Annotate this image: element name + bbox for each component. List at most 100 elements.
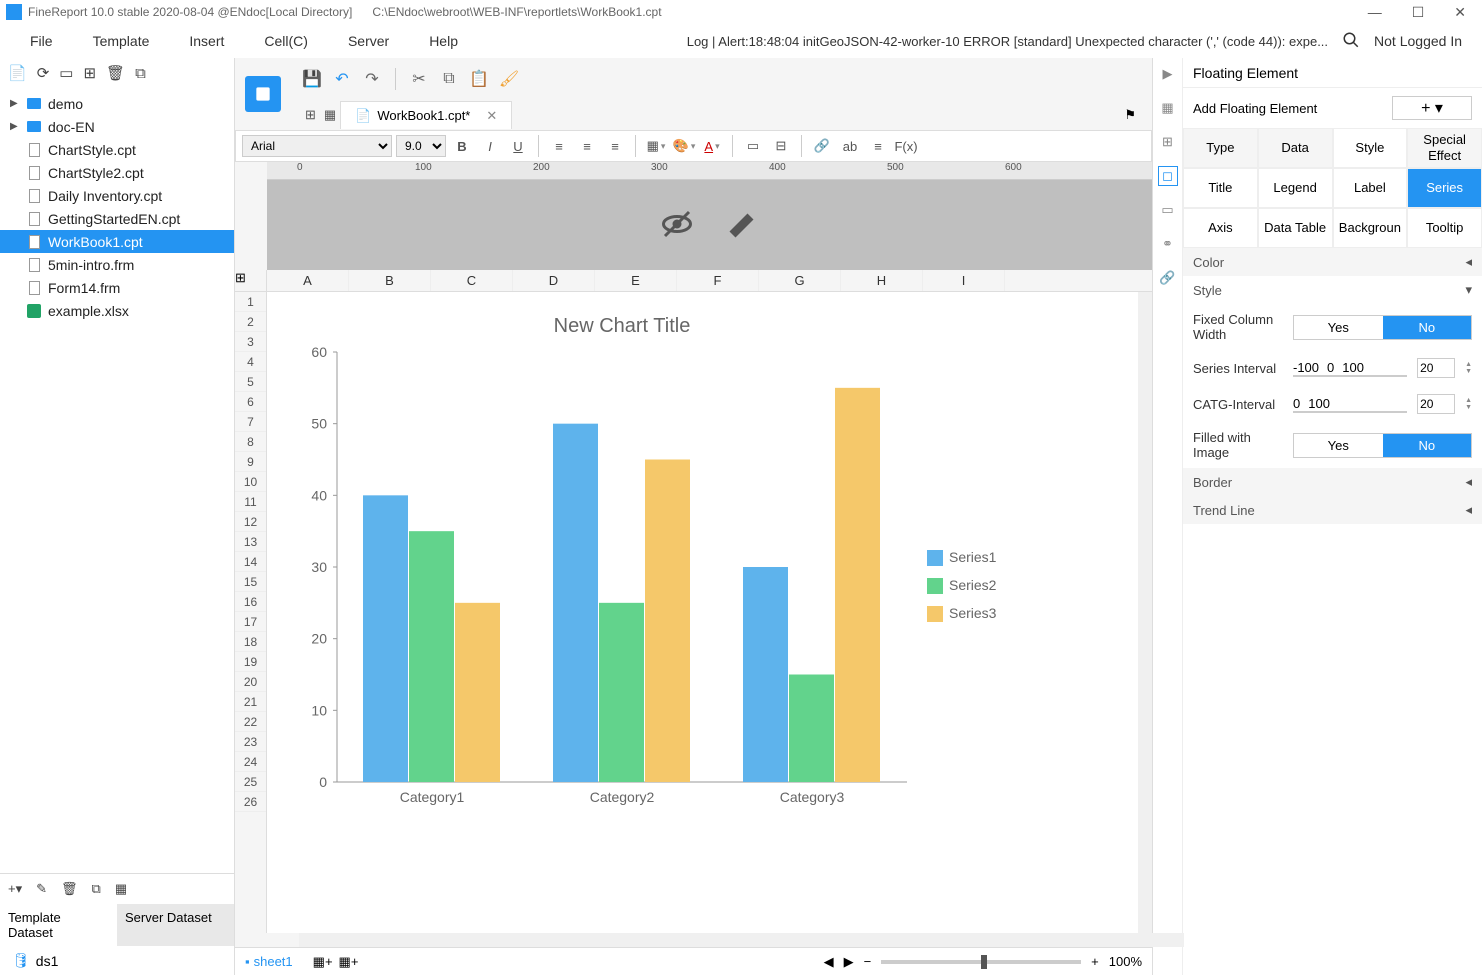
vertical-scrollbar[interactable] bbox=[1138, 292, 1152, 933]
row-header[interactable]: 4 bbox=[235, 352, 266, 372]
del-ds-icon[interactable]: 🗑 bbox=[61, 881, 78, 897]
link-button[interactable]: 🔗 bbox=[810, 134, 834, 158]
tree-item-WorkBook1-cpt[interactable]: WorkBook1.cpt bbox=[0, 230, 234, 253]
form-mode-icon[interactable]: ▦ bbox=[324, 107, 336, 123]
subtab-data-table[interactable]: Data Table bbox=[1258, 208, 1333, 248]
tab-special-effect[interactable]: Special Effect bbox=[1407, 128, 1482, 168]
chart-floating-element[interactable]: New Chart Title0102030405060Category1Cat… bbox=[267, 292, 1027, 832]
row-header[interactable]: 22 bbox=[235, 712, 266, 732]
wrap-button[interactable]: ≡ bbox=[866, 134, 890, 158]
widget-icon[interactable]: ⊞ bbox=[1158, 132, 1178, 152]
tree-item-5min-intro-frm[interactable]: 5min-intro.frm bbox=[0, 253, 234, 276]
save-icon[interactable]: 💾 bbox=[301, 68, 323, 90]
row-header[interactable]: 17 bbox=[235, 612, 266, 632]
grid-icon[interactable]: ⊞ bbox=[83, 64, 96, 82]
spin-down[interactable]: ▼ bbox=[1465, 404, 1472, 411]
tree-item-Daily-Inventory-cpt[interactable]: Daily Inventory.cpt bbox=[0, 184, 234, 207]
series-interval-slider[interactable] bbox=[1293, 375, 1407, 377]
unmerge-button[interactable]: ⊟ bbox=[769, 134, 793, 158]
fixed-col-toggle[interactable]: Yes No bbox=[1293, 315, 1472, 340]
subtab-axis[interactable]: Axis bbox=[1183, 208, 1258, 248]
row-header[interactable]: 13 bbox=[235, 532, 266, 552]
text-button[interactable]: ab bbox=[838, 134, 862, 158]
new-file-icon[interactable]: 📄 bbox=[8, 64, 27, 82]
col-header[interactable]: G bbox=[759, 270, 841, 291]
row-header[interactable]: 26 bbox=[235, 792, 266, 812]
minimize-icon[interactable]: — bbox=[1368, 4, 1382, 21]
row-header[interactable]: 21 bbox=[235, 692, 266, 712]
row-header[interactable]: 23 bbox=[235, 732, 266, 752]
sheet-tab[interactable]: ▪ sheet1 bbox=[245, 954, 293, 969]
preview-ds-icon[interactable]: ▦ bbox=[115, 881, 127, 897]
spin-down[interactable]: ▼ bbox=[1465, 368, 1472, 375]
tree-item-example-xlsx[interactable]: example.xlsx bbox=[0, 299, 234, 322]
cell-icon[interactable]: ▦ bbox=[1158, 98, 1178, 118]
align-left-button[interactable]: ≡ bbox=[547, 134, 571, 158]
italic-button[interactable]: I bbox=[478, 134, 502, 158]
bold-button[interactable]: B bbox=[450, 134, 474, 158]
row-header[interactable]: 8 bbox=[235, 432, 266, 452]
grid-mode-icon[interactable]: ⊞ bbox=[305, 107, 316, 123]
col-header[interactable]: C bbox=[431, 270, 513, 291]
nav-prev-icon[interactable]: ◀ bbox=[824, 954, 834, 970]
merge-button[interactable]: ▭ bbox=[741, 134, 765, 158]
add-sheet2-icon[interactable]: ▦+ bbox=[339, 954, 359, 970]
row-header[interactable]: 10 bbox=[235, 472, 266, 492]
align-center-button[interactable]: ≡ bbox=[575, 134, 599, 158]
trend-section-header[interactable]: Trend Line◂ bbox=[1183, 496, 1482, 524]
row-header[interactable]: 15 bbox=[235, 572, 266, 592]
tab-data[interactable]: Data bbox=[1258, 128, 1333, 168]
tree-item-GettingStartedEN-cpt[interactable]: GettingStartedEN.cpt bbox=[0, 207, 234, 230]
subtab-legend[interactable]: Legend bbox=[1258, 168, 1333, 208]
link2-icon[interactable]: ⚭ bbox=[1158, 234, 1178, 254]
horizontal-scrollbar[interactable] bbox=[299, 933, 1184, 947]
row-header[interactable]: 20 bbox=[235, 672, 266, 692]
nav-next-icon[interactable]: ▶ bbox=[844, 954, 854, 970]
corner-cell[interactable]: ⊞ bbox=[235, 270, 266, 292]
tab-template-dataset[interactable]: Template Dataset bbox=[0, 904, 117, 946]
copy-ds-icon[interactable]: ⧉ bbox=[92, 881, 101, 897]
catg-interval-slider[interactable] bbox=[1293, 411, 1407, 413]
copy-icon[interactable]: ⧉ bbox=[438, 68, 460, 90]
subtab-title[interactable]: Title bbox=[1183, 168, 1258, 208]
cond-icon[interactable]: ▭ bbox=[1158, 200, 1178, 220]
fill-color-button[interactable]: 🎨 bbox=[672, 134, 696, 158]
col-header[interactable]: B bbox=[349, 270, 431, 291]
style-section-header[interactable]: Style▾ bbox=[1183, 276, 1482, 304]
spin-up[interactable]: ▲ bbox=[1465, 361, 1472, 368]
row-header[interactable]: 2 bbox=[235, 312, 266, 332]
tree-item-ChartStyle-cpt[interactable]: ChartStyle.cpt bbox=[0, 138, 234, 161]
col-header[interactable]: F bbox=[677, 270, 759, 291]
menu-insert[interactable]: Insert bbox=[169, 33, 244, 49]
col-header[interactable]: D bbox=[513, 270, 595, 291]
paste-icon[interactable]: 📋 bbox=[468, 68, 490, 90]
float-icon[interactable]: ◻ bbox=[1158, 166, 1178, 186]
tab-style[interactable]: Style bbox=[1333, 128, 1408, 168]
tree-item-Form14-frm[interactable]: Form14.frm bbox=[0, 276, 234, 299]
collapse-icon[interactable]: ▶ bbox=[1158, 64, 1178, 84]
font-name-select[interactable]: Arial bbox=[242, 135, 392, 157]
row-header[interactable]: 6 bbox=[235, 392, 266, 412]
refresh-icon[interactable]: ⟳ bbox=[37, 64, 50, 82]
tab-server-dataset[interactable]: Server Dataset bbox=[117, 904, 234, 946]
row-header[interactable]: 1 bbox=[235, 292, 266, 312]
menu-server[interactable]: Server bbox=[328, 33, 409, 49]
subtab-tooltip[interactable]: Tooltip bbox=[1407, 208, 1482, 248]
zoom-in-icon[interactable]: + bbox=[1091, 954, 1099, 969]
add-sheet-icon[interactable]: ▦+ bbox=[313, 954, 333, 970]
tree-item-doc-EN[interactable]: ▶doc-EN bbox=[0, 115, 234, 138]
filled-img-toggle[interactable]: Yes No bbox=[1293, 433, 1472, 458]
tree-item-demo[interactable]: ▶demo bbox=[0, 92, 234, 115]
row-header[interactable]: 3 bbox=[235, 332, 266, 352]
row-header[interactable]: 5 bbox=[235, 372, 266, 392]
formula-button[interactable]: F(x) bbox=[894, 134, 918, 158]
series-interval-input[interactable] bbox=[1417, 358, 1455, 378]
undo-icon[interactable]: ↶ bbox=[331, 68, 353, 90]
subtab-backgroun[interactable]: Backgroun bbox=[1333, 208, 1408, 248]
zoom-slider[interactable] bbox=[881, 960, 1081, 964]
brush-icon[interactable]: 🖌 bbox=[498, 68, 520, 90]
align-right-button[interactable]: ≡ bbox=[603, 134, 627, 158]
row-header[interactable]: 11 bbox=[235, 492, 266, 512]
delete-icon[interactable]: 🗑 bbox=[106, 64, 125, 82]
cut-icon[interactable]: ✂ bbox=[408, 68, 430, 90]
